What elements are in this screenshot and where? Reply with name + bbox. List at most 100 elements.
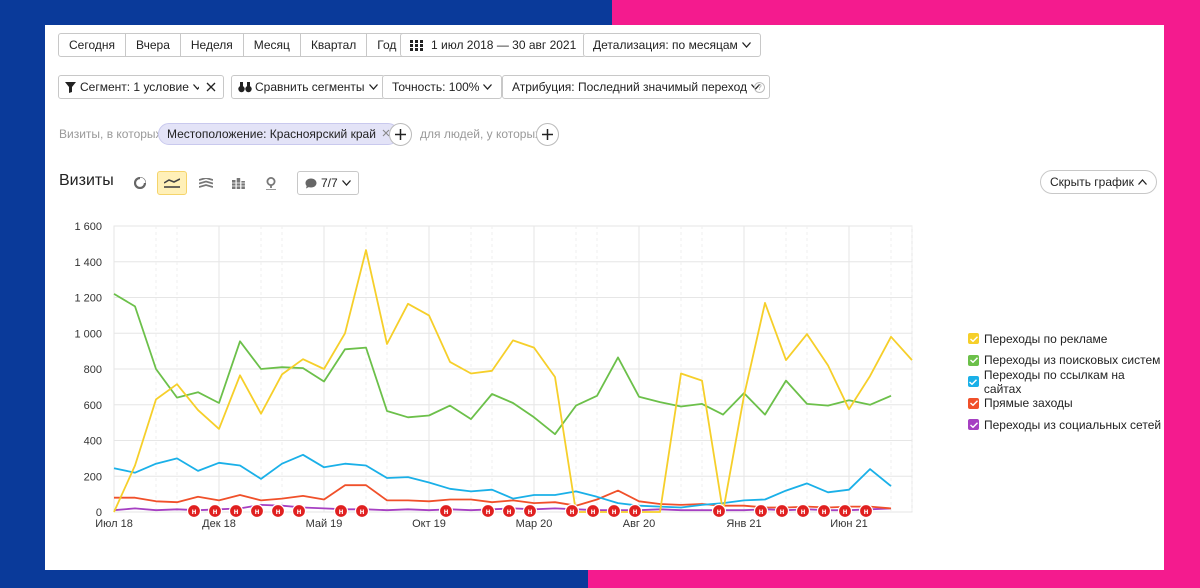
compare-icon bbox=[238, 81, 252, 93]
annotation-marker-label: н bbox=[360, 507, 365, 516]
annotation-marker-label: н bbox=[339, 507, 344, 516]
compare-segments-dropdown[interactable]: Сравнить сегменты bbox=[231, 75, 385, 99]
annotation-marker-label: н bbox=[297, 507, 302, 516]
legend-item-direct[interactable]: Прямые заходы bbox=[968, 393, 1164, 415]
pie-chart-icon bbox=[134, 177, 146, 189]
annotation-marker-label: н bbox=[717, 507, 722, 516]
y-tick-label: 1 400 bbox=[74, 257, 102, 269]
annotation-marker-label: н bbox=[276, 507, 281, 516]
close-icon[interactable] bbox=[382, 128, 390, 140]
x-tick-label: Окт 19 bbox=[412, 518, 446, 530]
checkbox-icon[interactable] bbox=[968, 419, 979, 431]
legend-label: Переходы из поисковых систем bbox=[984, 353, 1161, 368]
accuracy-label: Точность: 100% bbox=[392, 80, 480, 94]
help-icon[interactable]: ? bbox=[754, 82, 765, 93]
annotation-marker-label: н bbox=[612, 507, 617, 516]
annotation-marker-label: н bbox=[801, 507, 806, 516]
column-chart-view-button[interactable] bbox=[223, 171, 253, 195]
period-yesterday-button[interactable]: Вчера bbox=[126, 34, 181, 56]
annotation-marker-label: н bbox=[255, 507, 260, 516]
plus-icon bbox=[542, 129, 553, 140]
series-line bbox=[113, 293, 892, 436]
annotation-marker-label: н bbox=[570, 507, 575, 516]
hide-chart-button[interactable]: Скрыть график bbox=[1040, 170, 1157, 194]
attribution-dropdown[interactable]: Атрибуция: Последний значимый переход bbox=[502, 75, 770, 99]
annotation-marker bbox=[480, 503, 496, 519]
annotation-marker bbox=[711, 503, 727, 519]
calendar-icon bbox=[410, 39, 423, 51]
area-chart-view-button[interactable] bbox=[191, 171, 221, 195]
period-month-button[interactable]: Месяц bbox=[244, 34, 301, 56]
area-chart-icon bbox=[199, 177, 213, 189]
annotation-marker bbox=[522, 503, 538, 519]
x-tick-label: Мар 20 bbox=[516, 518, 553, 530]
x-tick-label: Июн 21 bbox=[830, 518, 868, 530]
x-tick-label: Май 19 bbox=[306, 518, 343, 530]
annotation-marker bbox=[837, 503, 853, 519]
map-pin-icon bbox=[265, 176, 277, 190]
add-visit-condition-button[interactable] bbox=[389, 123, 412, 146]
y-tick-label: 800 bbox=[84, 364, 102, 376]
y-tick-label: 1 000 bbox=[74, 328, 102, 340]
annotation-marker bbox=[438, 503, 454, 519]
annotation-marker-label: н bbox=[822, 507, 827, 516]
period-today-button[interactable]: Сегодня bbox=[59, 34, 126, 56]
segment-clear-button[interactable] bbox=[199, 75, 224, 99]
y-tick-label: 1 200 bbox=[74, 293, 102, 305]
detail-dropdown[interactable]: Детализация: по месяцам bbox=[583, 33, 761, 57]
annotation-marker bbox=[186, 503, 202, 519]
annotation-marker-label: н bbox=[528, 507, 533, 516]
location-filter-chip[interactable]: Местоположение: Красноярский край bbox=[158, 123, 399, 145]
annotation-marker bbox=[270, 503, 286, 519]
line-chart-view-button[interactable] bbox=[157, 171, 187, 195]
annotation-marker-label: н bbox=[486, 507, 491, 516]
legend-item-search[interactable]: Переходы из поисковых систем bbox=[968, 350, 1164, 372]
series-line bbox=[114, 484, 892, 510]
annotation-marker bbox=[858, 503, 874, 519]
annotation-marker-label: н bbox=[864, 507, 869, 516]
chevron-up-icon bbox=[1137, 177, 1147, 187]
legend-item-ads[interactable]: Переходы по рекламе bbox=[968, 328, 1164, 350]
pie-chart-view-button[interactable] bbox=[125, 171, 155, 195]
period-week-button[interactable]: Неделя bbox=[181, 34, 244, 56]
y-tick-label: 0 bbox=[96, 507, 102, 519]
x-tick-label: Июл 18 bbox=[95, 518, 133, 530]
chevron-down-icon bbox=[483, 82, 493, 92]
attribution-label: Атрибуция: Последний значимый переход bbox=[512, 80, 747, 94]
series-line bbox=[113, 249, 913, 513]
checkbox-icon[interactable] bbox=[968, 376, 979, 388]
annotation-marker bbox=[249, 503, 265, 519]
period-selector: Сегодня Вчера Неделя Месяц Квартал Год bbox=[58, 33, 408, 57]
period-quarter-button[interactable]: Квартал bbox=[301, 34, 368, 56]
visits-line-chart: 0 200 400 600 800 1 000 1 200 1 400 1 600 Июл 18 Д… bbox=[74, 221, 913, 530]
chart-legend: Переходы по рекламе Переходы из поисковы… bbox=[968, 328, 1164, 436]
legend-item-social[interactable]: Переходы из социальных сетей bbox=[968, 414, 1164, 436]
segment-dropdown[interactable]: Сегмент: 1 условие bbox=[58, 75, 209, 99]
visits-condition-label: Визиты, в которых bbox=[59, 127, 162, 141]
report-title: Визиты bbox=[59, 172, 114, 189]
period-year-button[interactable]: Год bbox=[377, 38, 397, 52]
checkbox-icon[interactable] bbox=[968, 397, 979, 409]
add-people-condition-button[interactable] bbox=[536, 123, 559, 146]
annotation-marker bbox=[606, 503, 622, 519]
legend-label: Переходы по ссылкам на сайтах bbox=[983, 367, 1125, 396]
funnel-icon bbox=[65, 81, 76, 93]
annotation-marker bbox=[627, 503, 643, 519]
segment-label: Сегмент: 1 условие bbox=[80, 80, 189, 94]
annotation-marker bbox=[333, 503, 349, 519]
annotations-dropdown[interactable]: 7/7 bbox=[297, 171, 359, 195]
annotation-marker bbox=[774, 503, 790, 519]
date-range-button[interactable]: 1 июл 2018 — 30 авг 2021 bbox=[400, 33, 587, 57]
chevron-down-icon bbox=[368, 82, 378, 92]
checkbox-icon[interactable] bbox=[968, 333, 979, 345]
annotation-marker bbox=[564, 503, 580, 519]
legend-item-links[interactable]: Переходы по ссылкам на сайтах bbox=[968, 367, 1164, 396]
annotation-marker bbox=[501, 503, 517, 519]
annotation-marker-label: н bbox=[507, 507, 512, 516]
location-filter-label: Местоположение: Красноярский край bbox=[167, 127, 376, 141]
map-view-button[interactable] bbox=[256, 171, 286, 195]
accuracy-dropdown[interactable]: Точность: 100% bbox=[382, 75, 503, 99]
y-tick-label: 1 600 bbox=[74, 221, 102, 233]
checkbox-icon[interactable] bbox=[968, 354, 979, 366]
legend-label: Прямые заходы bbox=[984, 396, 1073, 411]
